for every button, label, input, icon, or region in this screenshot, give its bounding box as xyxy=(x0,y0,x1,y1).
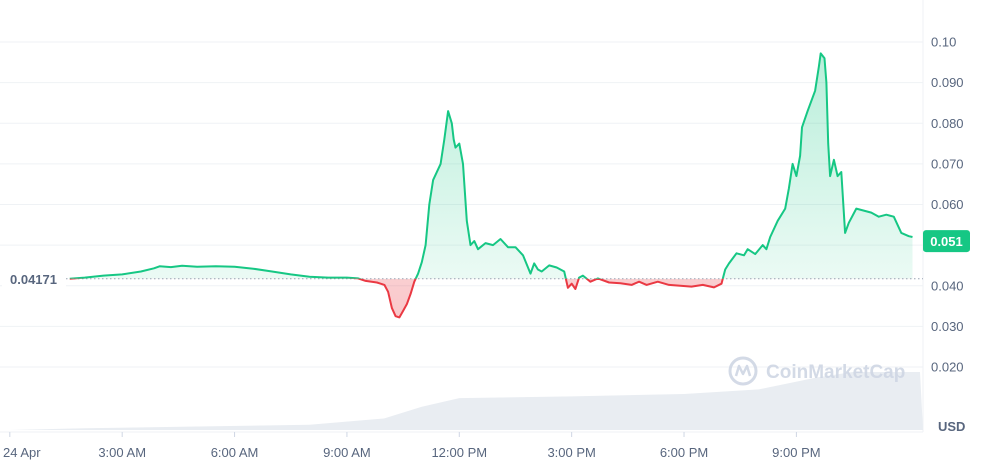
current-price-value: 0.051 xyxy=(930,234,963,249)
y-tick-label: 0.080 xyxy=(931,116,964,131)
y-tick-label: 0.090 xyxy=(931,75,964,90)
coinmarketcap-logo-icon xyxy=(728,356,758,386)
y-tick-label: 0.020 xyxy=(931,360,964,375)
y-axis-ticks: 0.10 0.090 0.080 0.070 0.060 0.040 0.030 0.020 xyxy=(931,35,964,375)
coinmarketcap-watermark: CoinMarketCap xyxy=(728,356,905,386)
x-tick-label: 3:00 AM xyxy=(98,445,146,460)
price-line-down xyxy=(69,278,724,319)
price-area-above-baseline xyxy=(69,53,913,279)
x-tick-label: 9:00 AM xyxy=(323,445,371,460)
x-tick-label: 6:00 AM xyxy=(211,445,259,460)
x-tick-label: 24 Apr xyxy=(3,445,41,460)
x-axis-ticks: 24 Apr 3:00 AM 6:00 AM 9:00 AM 12:00 PM 3:00 … xyxy=(3,432,821,460)
x-tick-label: 3:00 PM xyxy=(547,445,595,460)
y-tick-label: 0.040 xyxy=(931,278,964,293)
currency-label: USD xyxy=(938,419,965,434)
x-tick-label: 6:00 PM xyxy=(660,445,708,460)
y-tick-label: 0.070 xyxy=(931,156,964,171)
baseline-value: 0.04171 xyxy=(10,272,57,287)
x-tick-label: 12:00 PM xyxy=(431,445,487,460)
baseline-label: 0.04171 xyxy=(2,268,66,289)
price-line-up xyxy=(69,52,913,279)
watermark-text: CoinMarketCap xyxy=(766,362,905,383)
x-tick-label: 9:00 PM xyxy=(772,445,820,460)
volume-area xyxy=(0,372,923,430)
current-price-badge: 0.051 xyxy=(923,230,970,253)
y-tick-label: 0.10 xyxy=(931,35,956,50)
price-area-below-baseline xyxy=(359,278,723,318)
y-tick-label: 0.060 xyxy=(931,197,964,212)
y-tick-label: 0.030 xyxy=(931,319,964,334)
